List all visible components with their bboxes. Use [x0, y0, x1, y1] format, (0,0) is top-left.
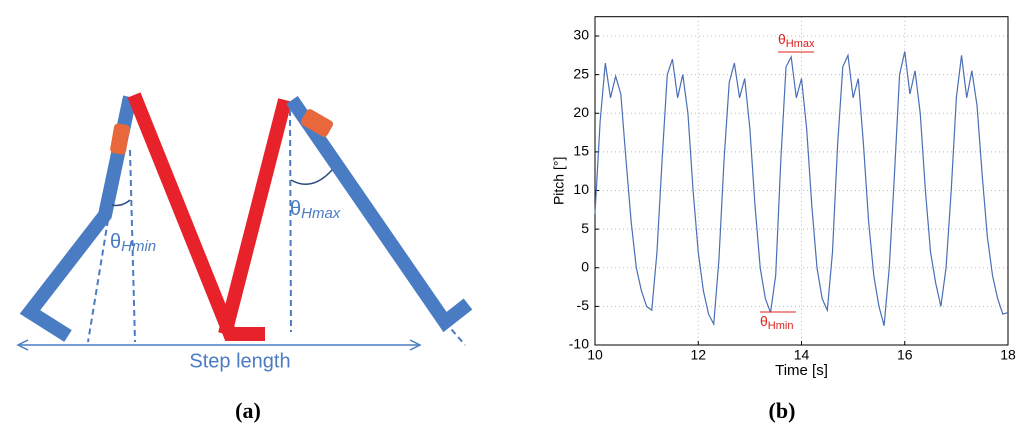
plot-frame [594, 16, 1009, 346]
x-tick-label: 12 [690, 347, 706, 363]
red-leg [218, 98, 292, 336]
x-tick-label: 16 [897, 347, 913, 363]
subscript: Hmin [121, 238, 156, 255]
sensor [110, 123, 130, 155]
annotation: θHmax [778, 31, 815, 50]
angle-min-label: θHmin [110, 231, 156, 255]
y-tick-label: 30 [573, 27, 589, 43]
vertical [289, 109, 292, 333]
y-tick-label: 20 [573, 104, 589, 120]
annotation: θHmin [760, 313, 793, 332]
subscript: Hmax [786, 38, 815, 50]
y-tick-label: -5 [577, 297, 590, 313]
vertical [129, 149, 136, 343]
angle-max-label: θHmax [290, 198, 341, 222]
chart: -10 -5 0 5 10 15 20 25 30 10 12 14 16 18 Time [s] Pitch… [551, 16, 1016, 423]
x-tick-label: 18 [1000, 347, 1016, 363]
y-tick-label: 10 [573, 181, 589, 197]
extension [444, 321, 466, 346]
step-label: Step length [189, 350, 290, 372]
panel-label: (a) [235, 398, 261, 423]
y-tick-label: 5 [581, 220, 589, 236]
panel-label: (b) [769, 398, 796, 423]
blue-leg [19, 95, 137, 342]
sensor [300, 109, 334, 137]
diagram: θHmin θHmax Step length (a) [16, 92, 473, 423]
data-line [594, 51, 1009, 327]
symbol: θ [290, 198, 301, 220]
red-leg [127, 92, 265, 341]
arrow-head [16, 339, 29, 351]
symbol: θ [760, 313, 768, 329]
subscript: Hmin [768, 320, 794, 332]
symbol: θ [110, 231, 121, 253]
x-axis-label: Time [s] [775, 362, 828, 379]
arrow-head [409, 339, 422, 351]
x-tick-label: 10 [587, 347, 603, 363]
x-tick-label: 14 [794, 347, 810, 363]
y-tick-label: 0 [581, 258, 589, 274]
y-tick-label: 15 [573, 143, 589, 159]
y-tick-label: -10 [569, 336, 589, 352]
y-axis-label: Pitch [°] [551, 157, 567, 205]
angle-arc [111, 199, 131, 207]
symbol: θ [778, 31, 786, 47]
y-tick-label: 25 [573, 65, 589, 81]
angle-arc [290, 169, 333, 185]
subscript: Hmax [301, 205, 341, 222]
extension [87, 219, 109, 343]
